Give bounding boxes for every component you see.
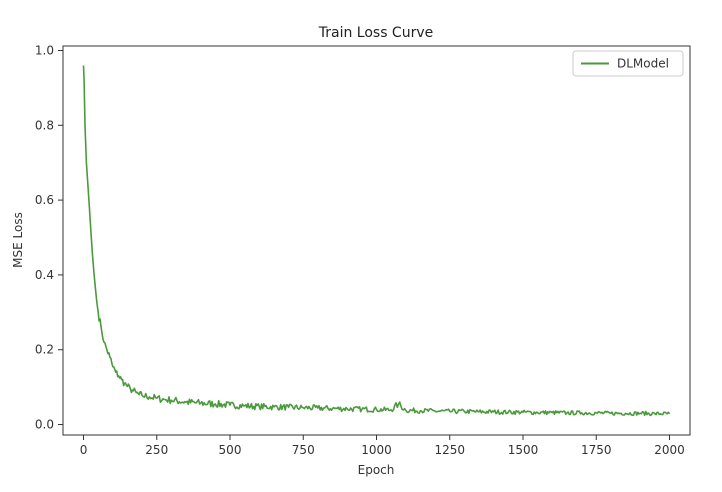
x-tick-label: 1000 [361,443,392,457]
x-tick-label: 2000 [654,443,685,457]
plot-frame [62,45,691,436]
y-tick-label: 0.4 [35,268,54,282]
x-tick-label: 500 [219,443,242,457]
y-axis-label: MSE Loss [11,212,25,268]
series-line-dlmodel [82,65,671,417]
x-axis-label: Epoch [358,463,395,477]
x-tick-label: 250 [145,443,168,457]
x-tick-label: 1500 [508,443,539,457]
y-tick-label: 0.0 [35,418,54,432]
y-tick-label: 0.6 [35,193,54,207]
legend-label: DLModel [617,57,669,71]
x-tick-label: 1250 [434,443,465,457]
chart-legend: DLModel [572,50,684,77]
x-tick-label: 750 [292,443,315,457]
chart-title: Train Loss Curve [318,25,434,41]
plot-area [82,65,671,417]
y-tick-label: 1.0 [35,43,54,57]
x-tick-label: 0 [80,443,88,457]
legend-box [572,50,684,77]
x-tick-label: 1750 [581,443,612,457]
y-tick-label: 0.2 [35,343,54,357]
y-tick-label: 0.8 [35,118,54,132]
x-axis-ticks: 0 250 500 750 1000 1250 1500 1750 2000 [80,435,685,457]
y-axis-ticks: 0.0 0.2 0.4 0.6 0.8 1.0 [35,43,63,432]
